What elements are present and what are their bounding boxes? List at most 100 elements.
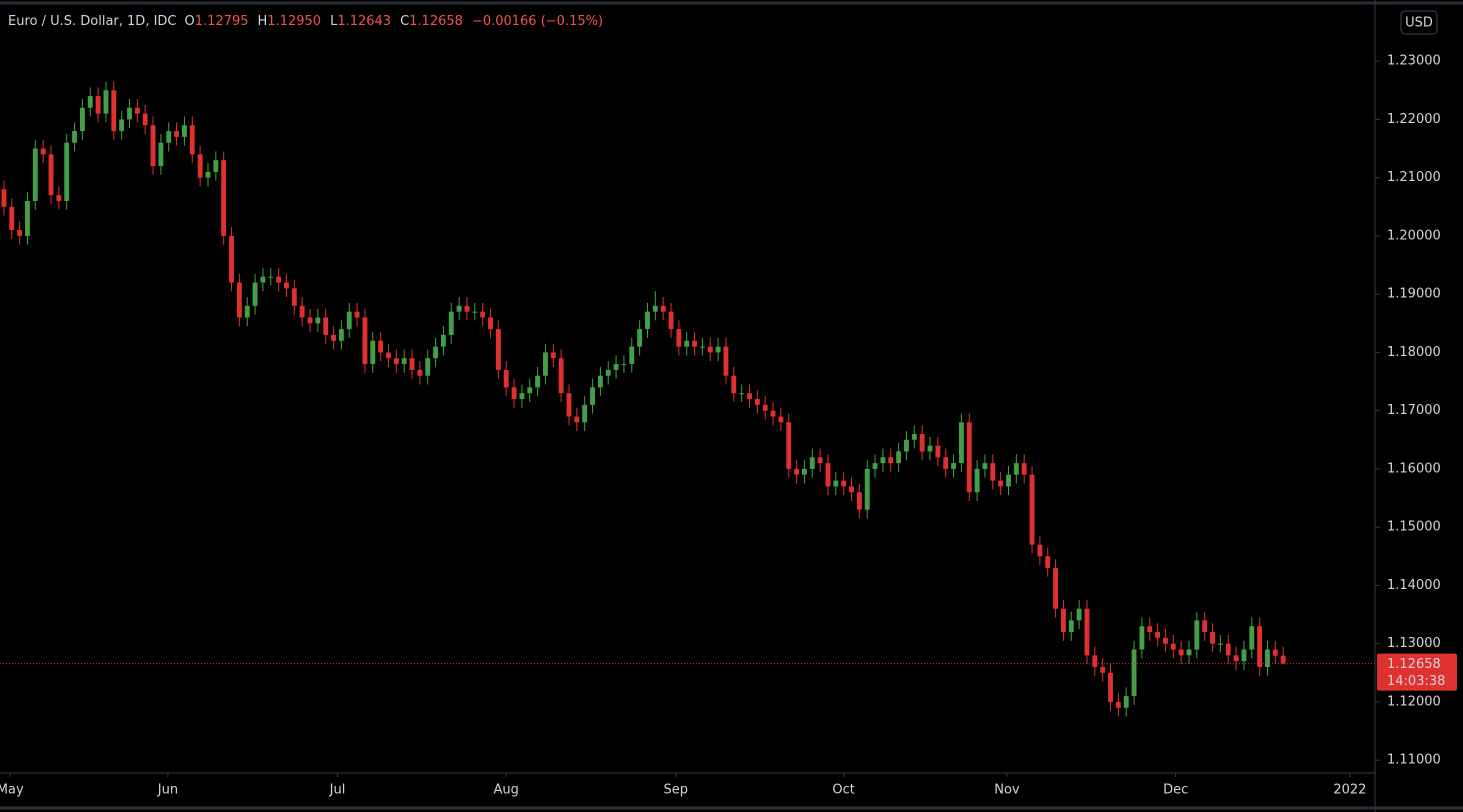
x-tick-label: Jul [329, 783, 346, 798]
candle-body [794, 468, 800, 475]
candle-body [1210, 632, 1215, 644]
candle-body [951, 463, 956, 469]
candle-body [433, 346, 439, 359]
candle-body [856, 492, 862, 510]
candle-body [134, 107, 140, 114]
header: Euro / U.S. Dollar, 1D, IDC O1.12795 H1.12… [8, 14, 612, 29]
candle-body [896, 451, 902, 464]
candle-body [64, 142, 70, 201]
candle-body [181, 125, 187, 137]
symbol: Euro / U.S. Dollar, 1D, IDC [8, 14, 177, 29]
candle-body [754, 399, 760, 405]
candle-body [809, 457, 815, 469]
candle-body [605, 369, 611, 376]
candle-body [849, 486, 854, 493]
x-tick-label: May [0, 783, 24, 798]
candle-body [103, 90, 109, 114]
candle-body [511, 387, 517, 400]
candle-body [566, 393, 572, 417]
candle-body [998, 480, 1004, 487]
candle-body [1060, 608, 1066, 633]
candle-body [480, 311, 486, 318]
candle-body [1217, 643, 1223, 645]
candle-body [1068, 620, 1074, 633]
candle-body [684, 340, 690, 347]
candle-body [1265, 649, 1270, 667]
candle-body [692, 340, 697, 347]
candle-body [370, 340, 376, 365]
candle-body [197, 154, 203, 178]
countdown: 14:03:38 [1387, 674, 1445, 689]
candle-body [519, 393, 525, 400]
candle-body [25, 200, 30, 236]
candle-body [1139, 626, 1145, 650]
candle-body [621, 364, 627, 366]
candle-body [362, 317, 368, 365]
candle-body [464, 305, 470, 312]
candle-body [48, 154, 54, 196]
candle-body [440, 334, 446, 347]
y-tick-label: 1.20000 [1387, 228, 1441, 243]
candle-body [676, 329, 682, 347]
candle-body [166, 131, 172, 143]
candle-body [9, 206, 15, 231]
candle-body [111, 90, 117, 132]
candle-body [904, 439, 909, 452]
candle-body [943, 457, 949, 469]
y-tick-label: 1.16000 [1387, 461, 1441, 476]
candle-body [79, 107, 85, 132]
candle-body [723, 346, 729, 376]
candle-body [1100, 666, 1106, 673]
candle-body [535, 375, 541, 388]
candle-body [652, 305, 658, 312]
candle-body [213, 160, 219, 172]
candle-body [935, 445, 941, 458]
candle-body [802, 468, 807, 475]
candle-body [629, 346, 635, 365]
candle-body [1029, 474, 1035, 545]
candle-body [495, 329, 501, 370]
candle-body [1115, 701, 1121, 708]
candle-body [1, 189, 7, 207]
candle-body [1186, 649, 1192, 656]
candle-body [880, 457, 886, 464]
candle-body [1037, 544, 1043, 557]
y-tick-label: 1.22000 [1387, 112, 1441, 127]
candle-body [990, 463, 996, 481]
candle-body [911, 433, 917, 440]
candle-body [1013, 463, 1019, 475]
candle-body [1178, 649, 1184, 656]
candle-body [770, 410, 776, 417]
candle-body [95, 96, 101, 114]
candle-body [1202, 620, 1208, 633]
candle-body [1194, 620, 1200, 650]
candle-body [72, 131, 77, 143]
candle-body [637, 329, 643, 347]
candle-body [488, 317, 493, 330]
candle-body [558, 358, 564, 394]
candle-body [762, 404, 768, 411]
candle-body [150, 125, 156, 167]
candle-body [817, 457, 823, 464]
x-tick-label: 2022 [1333, 783, 1366, 798]
candle-body [1076, 608, 1082, 621]
candle-body [597, 375, 603, 388]
candle-body [707, 346, 713, 353]
candle-body [1272, 649, 1278, 656]
candle-body [299, 305, 305, 318]
candle-body [260, 276, 266, 283]
candle-body [393, 358, 399, 365]
candle-body [268, 276, 274, 278]
candle-body [244, 305, 250, 318]
currency-box [1400, 10, 1438, 35]
y-tick-label: 1.13000 [1387, 636, 1441, 651]
candle-body [958, 422, 964, 464]
candle-body [346, 311, 352, 330]
y-tick-label: 1.21000 [1387, 170, 1441, 185]
candle-body [338, 329, 344, 341]
candle-body [252, 282, 258, 306]
last-price-tag [1377, 653, 1457, 691]
